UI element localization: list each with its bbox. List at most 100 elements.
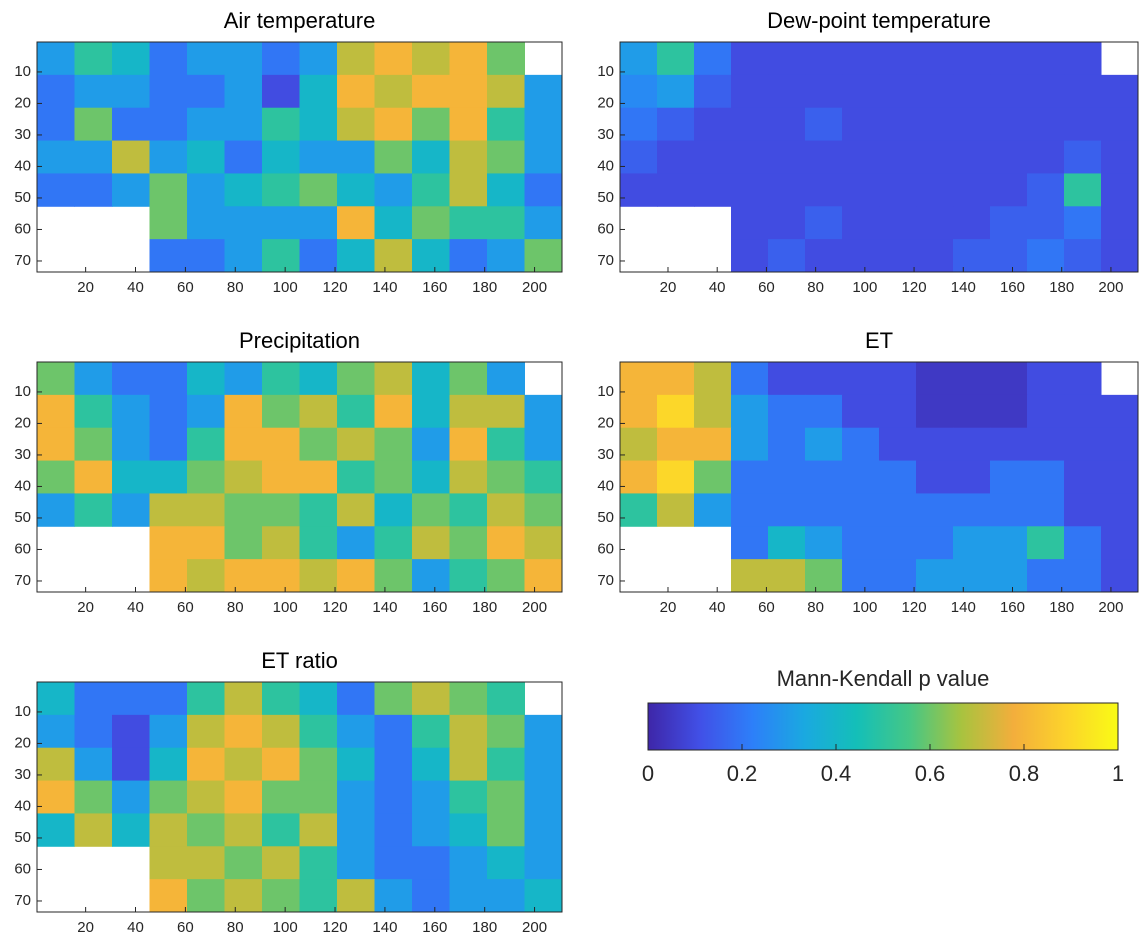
cell — [990, 526, 1028, 559]
y-tick-label: 40 — [14, 477, 31, 494]
cell — [337, 813, 375, 846]
cell — [262, 715, 300, 748]
cell — [225, 75, 263, 108]
x-tick-label: 160 — [1000, 279, 1025, 296]
cell — [225, 682, 263, 715]
cell — [187, 108, 225, 141]
cell — [916, 461, 954, 494]
cell — [225, 42, 263, 75]
cell — [768, 428, 806, 461]
x-tick-label: 180 — [472, 599, 497, 616]
cell — [337, 493, 375, 526]
x-tick-label: 160 — [422, 279, 447, 296]
cell — [37, 108, 75, 141]
cell — [879, 428, 917, 461]
cell — [953, 395, 991, 428]
x-tick-label: 180 — [1049, 279, 1074, 296]
cell — [694, 42, 732, 75]
cell — [879, 395, 917, 428]
cell — [768, 395, 806, 428]
cell — [731, 108, 769, 141]
cell — [1064, 493, 1102, 526]
cell — [412, 108, 450, 141]
cell — [225, 173, 263, 206]
cell — [150, 715, 188, 748]
cell — [337, 526, 375, 559]
x-tick-label: 20 — [660, 599, 677, 616]
cell — [187, 206, 225, 239]
cell — [37, 781, 75, 814]
cell — [953, 173, 991, 206]
x-tick-label: 120 — [323, 599, 348, 616]
cell — [842, 461, 880, 494]
cell — [300, 493, 338, 526]
cell — [1064, 42, 1102, 75]
cell — [525, 239, 563, 272]
cell — [990, 362, 1028, 395]
cell — [112, 813, 150, 846]
cell — [487, 879, 525, 912]
cell — [375, 173, 413, 206]
cell — [842, 42, 880, 75]
cell — [450, 559, 488, 592]
cell — [375, 493, 413, 526]
x-tick-label: 100 — [273, 919, 298, 936]
cell — [262, 493, 300, 526]
cell — [37, 715, 75, 748]
cell — [150, 846, 188, 879]
cell — [487, 428, 525, 461]
cell — [337, 879, 375, 912]
cell — [657, 173, 695, 206]
cell — [187, 526, 225, 559]
cell — [1101, 108, 1139, 141]
cell — [225, 428, 263, 461]
cell — [450, 395, 488, 428]
cell — [620, 362, 658, 395]
cell — [150, 75, 188, 108]
cell — [412, 75, 450, 108]
cell — [1064, 362, 1102, 395]
cell — [657, 395, 695, 428]
cell — [300, 559, 338, 592]
cell — [300, 846, 338, 879]
cell — [337, 362, 375, 395]
cell — [262, 682, 300, 715]
cell — [842, 75, 880, 108]
x-tick-label: 160 — [1000, 599, 1025, 616]
colorbar-tick-label: 0.6 — [915, 761, 946, 786]
cell — [1027, 526, 1065, 559]
cell — [657, 75, 695, 108]
cell — [525, 781, 563, 814]
x-tick-label: 60 — [177, 279, 194, 296]
cell — [187, 173, 225, 206]
cell — [450, 75, 488, 108]
x-tick-label: 120 — [323, 279, 348, 296]
cell — [450, 461, 488, 494]
cell — [1027, 493, 1065, 526]
cell — [150, 428, 188, 461]
cell — [842, 239, 880, 272]
cell — [657, 141, 695, 174]
cell — [805, 173, 843, 206]
x-tick-label: 60 — [177, 599, 194, 616]
cell — [620, 42, 658, 75]
cell — [112, 493, 150, 526]
cell — [262, 141, 300, 174]
cell — [805, 362, 843, 395]
cell — [1064, 206, 1102, 239]
cell — [412, 715, 450, 748]
cell — [657, 428, 695, 461]
cell — [990, 173, 1028, 206]
cell — [694, 173, 732, 206]
cell — [916, 206, 954, 239]
cell — [225, 526, 263, 559]
cell — [879, 493, 917, 526]
cell — [953, 75, 991, 108]
x-tick-label: 200 — [522, 599, 547, 616]
cell — [657, 461, 695, 494]
cell — [300, 748, 338, 781]
cell — [187, 813, 225, 846]
x-tick-label: 140 — [372, 919, 397, 936]
x-tick-label: 80 — [227, 599, 244, 616]
cell — [487, 461, 525, 494]
